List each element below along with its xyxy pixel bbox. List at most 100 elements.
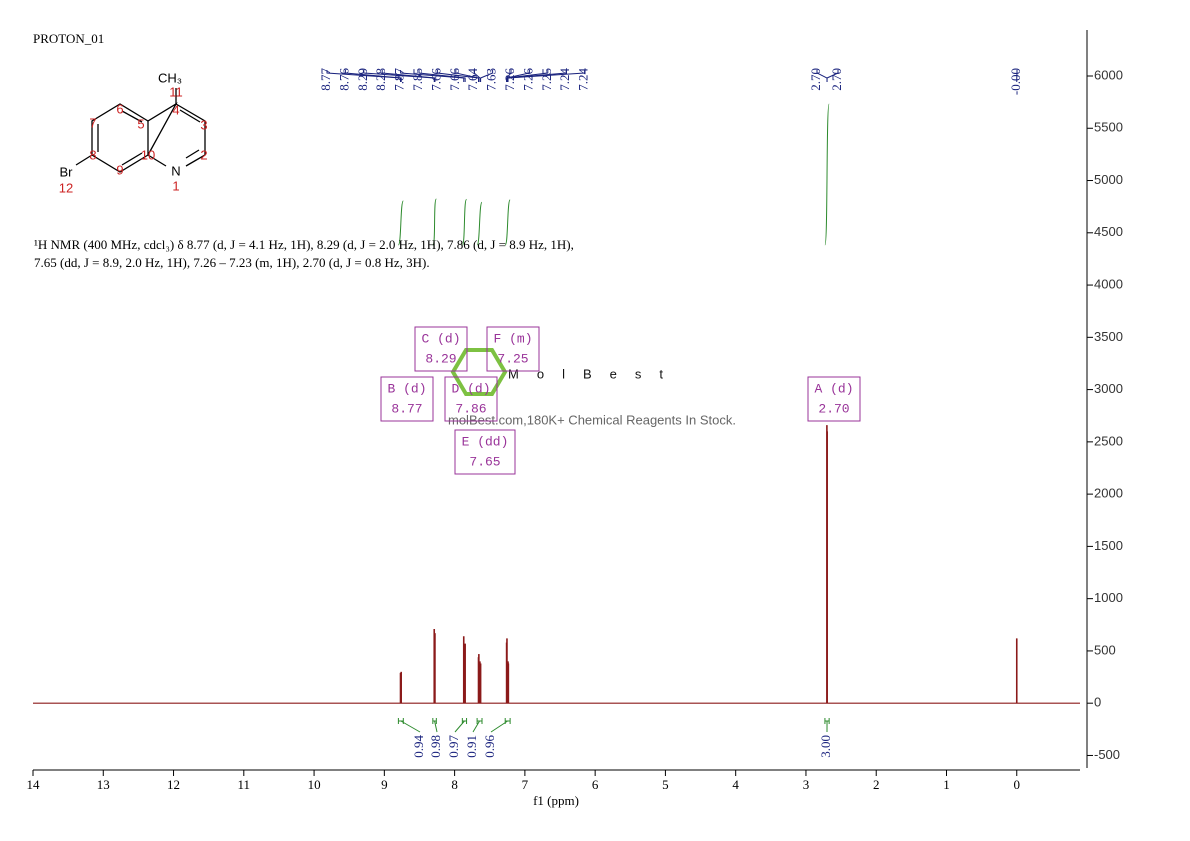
y-tick-label: 500	[1094, 642, 1116, 657]
multiplet-shift: 2.70	[818, 401, 849, 416]
integral-curve	[397, 200, 404, 246]
atom-number: 3	[200, 117, 207, 132]
peak-connector	[506, 70, 549, 82]
multiplet-shift: 7.65	[469, 454, 500, 469]
peak-connector	[507, 70, 586, 82]
y-tick-label: 1000	[1094, 590, 1123, 605]
x-tick-label: 4	[732, 777, 739, 792]
peak-connector	[480, 70, 494, 82]
peak-label: 2.70	[808, 68, 823, 91]
x-axis-label: f1 (ppm)	[533, 793, 579, 808]
peak-connector	[418, 70, 466, 82]
integral-curve	[504, 199, 511, 246]
atom-number: 4	[172, 102, 179, 117]
peak-connector	[363, 70, 435, 82]
molecule-bonds	[75, 88, 206, 173]
chart-title: PROTON_01	[33, 31, 104, 46]
y-tick-label: 3000	[1094, 381, 1123, 396]
multiplet-label: C (d)	[421, 331, 460, 346]
y-tick-label: 1500	[1094, 538, 1123, 553]
atom-number: 10	[141, 147, 155, 162]
atom-number: 12	[59, 180, 73, 195]
atom-number: 5	[137, 116, 144, 131]
integral-curve	[824, 103, 830, 246]
x-tick-label: 14	[27, 777, 41, 792]
atom-label: N	[171, 163, 180, 178]
multiplet-box	[444, 376, 498, 422]
peak-connector	[344, 70, 402, 82]
watermark-brand: MolBest	[508, 366, 663, 381]
integral-bracket	[397, 718, 421, 733]
multiplet-box	[414, 326, 468, 372]
x-tick-label: 1	[943, 777, 950, 792]
multiplet-box	[486, 326, 540, 372]
y-tick-label: -500	[1094, 747, 1120, 762]
x-tick-label: 8	[451, 777, 458, 792]
integral-curve	[476, 201, 483, 246]
integral-label: 3.00	[818, 735, 833, 758]
x-tick-label: 2	[873, 777, 880, 792]
peak-label: 7.26	[520, 68, 535, 91]
x-tick-label: 9	[381, 777, 388, 792]
peak-connector	[506, 70, 530, 82]
peak-label: 2.70	[829, 68, 844, 91]
watermark: MolBest molBest.com,180K+ Chemical Reage…	[448, 348, 736, 427]
multiplet-shift: 7.25	[497, 351, 528, 366]
integral-label: 0.98	[428, 735, 443, 758]
x-tick-label: 10	[308, 777, 321, 792]
peak-connector	[400, 70, 465, 82]
nmr-description: ¹H NMR (400 MHz, cdcl₃) δ 8.77 (d, J = 4…	[34, 237, 574, 270]
atom-number: 7	[89, 115, 96, 130]
atom-label: CH₃	[158, 70, 182, 85]
y-tick-label: 2000	[1094, 486, 1123, 501]
y-tick-label: 4500	[1094, 224, 1123, 239]
multiplet-shift: 8.29	[425, 351, 456, 366]
y-tick-label: 2500	[1094, 433, 1123, 448]
y-tick-label: 3500	[1094, 329, 1123, 344]
integral-bracket	[472, 718, 483, 733]
integral-curve	[432, 198, 437, 246]
x-tick-label: 7	[522, 777, 529, 792]
multiplet-shift: 8.77	[391, 401, 422, 416]
multiplet-box	[454, 429, 516, 475]
peak-label: 7.25	[539, 68, 554, 91]
peak-connector	[473, 70, 481, 82]
multiplet-label: F (m)	[493, 331, 532, 346]
x-tick-label: 13	[97, 777, 110, 792]
x-tick-label: 6	[592, 777, 599, 792]
multiplet-shift: 7.86	[455, 401, 486, 416]
peak-connector	[381, 70, 436, 82]
atom-number: 11	[169, 84, 183, 99]
peak-label: 7.24	[557, 68, 572, 91]
integral-label: 0.97	[446, 735, 461, 758]
peak-label: 7.63	[484, 68, 499, 91]
atom-label: Br	[60, 164, 74, 179]
integral-label: 0.96	[482, 735, 497, 758]
peak-connector	[826, 70, 839, 82]
y-tick-label: 4000	[1094, 276, 1123, 291]
peak-label: 7.87	[392, 68, 407, 91]
atom-number: 9	[116, 162, 123, 177]
x-tick-label: 12	[167, 777, 180, 792]
integral-label: 0.91	[464, 735, 479, 758]
integral-bracket	[454, 718, 468, 733]
x-tick-label: 3	[803, 777, 810, 792]
multiplet-label: D (d)	[451, 381, 490, 396]
peak-label: 8.29	[355, 68, 370, 91]
atom-number: 8	[89, 147, 96, 162]
peak-label: 7.85	[410, 68, 425, 91]
x-tick-label: 5	[662, 777, 669, 792]
integral-bracket	[432, 718, 438, 733]
y-tick-label: 5000	[1094, 172, 1123, 187]
peak-connector	[326, 70, 402, 82]
peak-connector	[455, 70, 480, 82]
atom-number: 1	[172, 178, 179, 193]
x-tick-label: 0	[1014, 777, 1021, 792]
multiplet-box	[807, 376, 861, 422]
watermark-tagline: molBest.com,180K+ Chemical Reagents In S…	[448, 412, 736, 427]
watermark-icon	[450, 348, 508, 396]
integral-bracket	[824, 718, 830, 733]
y-tick-label: 5500	[1094, 120, 1123, 135]
